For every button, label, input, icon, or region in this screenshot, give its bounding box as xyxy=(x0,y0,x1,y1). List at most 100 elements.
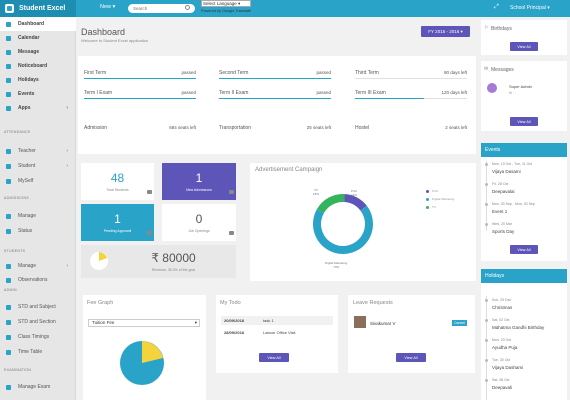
menu-icon xyxy=(6,178,11,184)
grid-icon xyxy=(6,105,11,111)
timeline-line xyxy=(486,161,487,231)
sidebar-item-apps[interactable]: Apps › xyxy=(0,101,76,115)
event-name[interactable]: Deepavalai xyxy=(492,189,515,194)
birthday-icon: ⚐ xyxy=(484,25,489,31)
new-admissions-tile[interactable]: 1 New Admissions xyxy=(162,163,236,200)
pending-approval-tile[interactable]: 1 Pending Approval xyxy=(81,204,154,241)
language-select[interactable]: Select Language ▾ xyxy=(201,0,251,7)
sidebar-item-attendance-myself[interactable]: MySelf xyxy=(0,174,76,188)
user-menu[interactable]: School Principal ▾ xyxy=(510,5,550,11)
fy-select[interactable]: FY 2015 - 2016 ▾ xyxy=(421,26,470,37)
revenue-tile[interactable]: ₹ 80000 Revenue, 35.2% of the goal xyxy=(81,245,236,278)
birthdays-view-all-button[interactable]: View All xyxy=(510,42,538,51)
sidebar-item-attendance-teacher[interactable]: Teacher › xyxy=(0,144,76,158)
sidebar-item-admin-std-and-section[interactable]: STD and Section xyxy=(0,315,76,329)
menu-icon xyxy=(6,277,11,283)
sidebar-item-dashboard[interactable]: Dashboard xyxy=(0,17,76,31)
event-date: Wed, 20 Mar xyxy=(492,222,512,226)
holiday-name[interactable]: Vijaya Dashami xyxy=(492,365,524,370)
stat-value: 25 seats left xyxy=(306,125,331,130)
sidebar-item-label: STD and Section xyxy=(18,319,56,325)
timeline-dot xyxy=(485,223,488,226)
holiday-date: Sat, 02 Oct xyxy=(492,318,510,322)
sidebar-item-admin-time-table[interactable]: Time Table xyxy=(0,345,76,359)
leave-card: Leave Requests Sivakumar V Cancel View A… xyxy=(348,295,475,373)
sidebar-item-admin-class-timings[interactable]: Class Timings xyxy=(0,330,76,344)
events-header: Events xyxy=(481,143,567,157)
event-name[interactable]: Event 1 xyxy=(492,209,508,214)
donut-slice-print[interactable] xyxy=(344,194,367,211)
stat-label: Third Term xyxy=(355,70,379,76)
leave-view-all-button[interactable]: View All xyxy=(396,353,426,362)
sidebar-item-students-observations[interactable]: Observations xyxy=(0,273,76,287)
event-date: Mon, 10 Oct - Tue, 11 Oct xyxy=(492,162,533,166)
progress-bar xyxy=(355,98,425,99)
sidebar-item-label: Holidays xyxy=(18,77,39,83)
new-button[interactable]: New ▾ xyxy=(100,4,116,10)
campaign-card: Advertisement Campaign TV 18% Print 14% Di… xyxy=(250,163,476,281)
job-openings-tile[interactable]: 0 Job Openings xyxy=(162,204,236,241)
legend-item[interactable]: Print xyxy=(426,187,454,195)
fee-select[interactable]: Tuition Fee ▾ xyxy=(88,319,200,327)
flag-icon xyxy=(6,91,11,97)
sidebar-item-admissions-manage[interactable]: Manage xyxy=(0,209,76,223)
holiday-date: Sat, 08 Oct xyxy=(492,378,510,382)
expand-icon[interactable]: ⤢ xyxy=(494,4,499,10)
stat-value: 90 days left xyxy=(443,70,467,75)
holiday-name[interactable]: Deepavali xyxy=(492,385,513,390)
total-students-tile[interactable]: 48 Total Students xyxy=(81,163,154,200)
sidebar-item-admin-std-and-subject[interactable]: STD and Subject xyxy=(0,300,76,314)
legend-item[interactable]: TV xyxy=(426,203,454,211)
search-icon[interactable] xyxy=(185,5,190,10)
envelope-icon xyxy=(6,49,11,55)
donut-slice-digital-marketing[interactable] xyxy=(313,205,373,254)
legend-label: Print xyxy=(432,189,439,193)
message-sender[interactable]: Super Admin xyxy=(509,84,532,89)
messages-view-all-button[interactable]: View All xyxy=(510,117,538,126)
holiday-name[interactable]: Ayudha Puja xyxy=(492,345,518,350)
event-name[interactable]: Vijaya Dasami xyxy=(492,169,521,174)
sidebar-item-label: Manage Exam xyxy=(18,384,51,390)
sidebar-item-noticeboard[interactable]: Noticeboard xyxy=(0,59,76,73)
holiday-name[interactable]: Christmas xyxy=(492,305,513,310)
legend-item[interactable]: Digital Marketing xyxy=(426,195,454,203)
search-input[interactable] xyxy=(128,4,195,13)
todo-row[interactable]: 20/09/2018 task 1 xyxy=(221,316,333,325)
menu-icon xyxy=(6,148,11,154)
chevron-right-icon: › xyxy=(66,105,68,111)
sidebar-item-label: Apps xyxy=(18,105,31,111)
todo-view-all-button[interactable]: View All xyxy=(259,353,289,362)
event-name[interactable]: Sports Day xyxy=(492,229,515,234)
message-preview: hi xyxy=(509,91,512,95)
stat-label: Second Term xyxy=(219,70,249,76)
menu-icon xyxy=(6,349,11,355)
donut-label: Digital Marketing 70% xyxy=(325,261,348,269)
timeline-dot xyxy=(485,339,488,342)
sidebar-section-attendance: ATTENDANCE xyxy=(4,130,31,134)
umbrella-icon xyxy=(6,77,11,83)
sidebar-item-admissions-status[interactable]: Status xyxy=(0,224,76,238)
legend-label: TV xyxy=(432,205,436,209)
sidebar-item-holidays[interactable]: Holidays xyxy=(0,73,76,87)
donut-slice-tv[interactable] xyxy=(316,194,345,214)
sidebar-item-students-manage[interactable]: Manage › xyxy=(0,259,76,273)
brand[interactable]: Student Excel xyxy=(0,0,76,17)
holiday-name[interactable]: Mahatma Gandhi Birthday xyxy=(492,325,545,330)
revenue-gauge xyxy=(90,252,108,270)
sidebar-item-calendar[interactable]: Calendar xyxy=(0,31,76,45)
menu-icon xyxy=(6,384,11,390)
sidebar-item-events[interactable]: Events xyxy=(0,87,76,101)
sidebar-item-label: Class Timings xyxy=(18,334,50,340)
sidebar-item-message[interactable]: Message xyxy=(0,45,76,59)
sidebar-item-examination-manage-exam[interactable]: Manage Exam xyxy=(0,380,76,394)
top-bar: Student Excel New ▾ Select Language ▾ Po… xyxy=(0,0,570,17)
leave-name: Sivakumar V xyxy=(370,321,396,326)
todo-row[interactable]: 28/09/2018 Labour Office Visit xyxy=(224,330,296,335)
events-view-all-button[interactable]: View All xyxy=(510,245,538,254)
sidebar-item-attendance-student[interactable]: Student › xyxy=(0,159,76,173)
sidebar-section-examination: EXAMINATION xyxy=(4,368,32,372)
menu-icon xyxy=(6,319,11,325)
status-badge[interactable]: Cancel xyxy=(452,320,467,326)
stat-label: Admission xyxy=(84,125,108,131)
sidebar-section-admissions: ADMISSIONS xyxy=(4,196,29,200)
